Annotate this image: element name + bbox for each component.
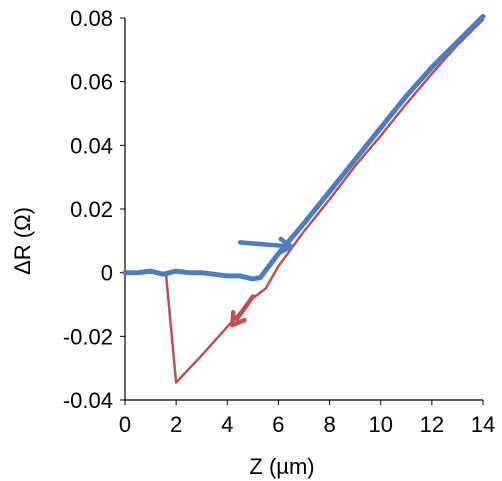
red-arrow-head	[230, 309, 247, 328]
y-tick-label: 0	[101, 261, 113, 286]
x-tick-label: 0	[119, 412, 131, 437]
y-tick-label: -0.04	[63, 388, 113, 413]
y-tick-label: 0.08	[70, 6, 113, 31]
y-tick-label: 0.06	[70, 70, 113, 95]
y-tick-label: 0.04	[70, 133, 113, 158]
x-axis-label: Z (µm)	[249, 454, 314, 479]
ticks: 0 2 4 6 8 10 12 14 -0.04 -0.02 0 0.02 0.04 0.06 0.08	[63, 6, 495, 437]
series-line-red	[133, 18, 485, 384]
blue-arrow-head	[277, 236, 294, 255]
direction-arrows	[230, 236, 294, 328]
x-tick-label: 6	[272, 412, 284, 437]
x-tick-label: 8	[323, 412, 335, 437]
x-tick-label: 14	[471, 412, 495, 437]
series-group	[122, 13, 486, 384]
x-tick-label: 2	[170, 412, 182, 437]
y-tick-label: -0.02	[63, 324, 113, 349]
y-tick-label: 0.02	[70, 197, 113, 222]
series-line-blue	[122, 13, 486, 282]
y-axis-label: ΔR (Ω)	[10, 207, 35, 275]
x-tick-label: 10	[368, 412, 392, 437]
red-arrow-shaft	[234, 294, 256, 322]
blue-arrow-shaft	[237, 240, 286, 249]
x-tick-label: 12	[420, 412, 444, 437]
x-tick-label: 4	[221, 412, 233, 437]
